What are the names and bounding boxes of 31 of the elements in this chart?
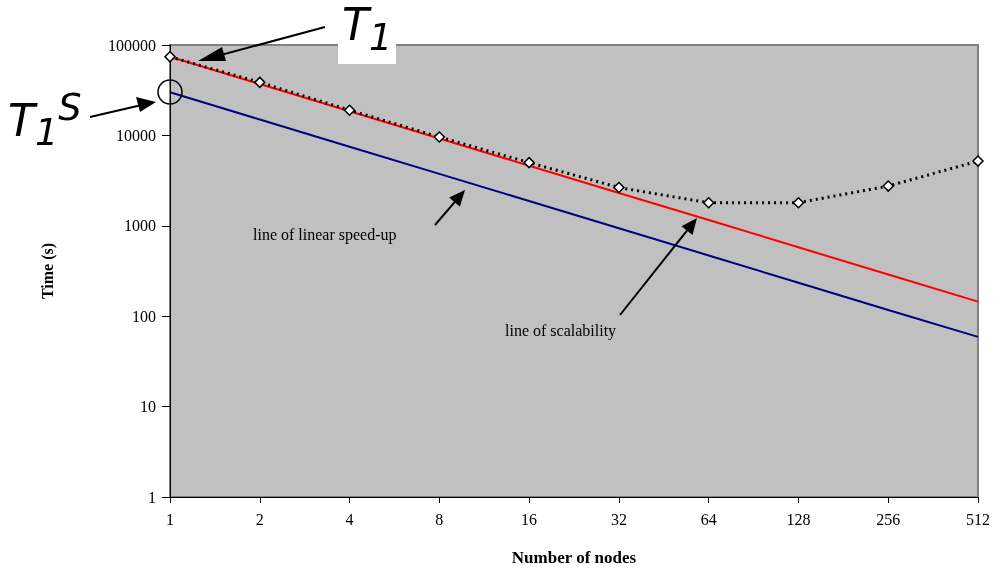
x-tick-label: 512 <box>966 510 990 528</box>
point <box>433 131 446 143</box>
point <box>613 181 625 194</box>
x-tick-label: 128 <box>786 510 811 528</box>
point <box>702 196 715 209</box>
y-tick-label: 1000 <box>124 217 156 235</box>
x-tick-label: 1 <box>166 510 174 528</box>
annotation: T$_{1}$ <box>338 0 397 64</box>
x-tick-label: 32 <box>610 510 627 528</box>
x-tick-label: 4 <box>345 510 354 528</box>
point <box>972 155 984 167</box>
point <box>164 51 176 63</box>
y-axis-title: Time (s) <box>38 242 57 300</box>
annotation: line of linear speed-up <box>253 226 397 244</box>
y-tick-label: 100 <box>132 307 156 325</box>
point <box>882 180 894 192</box>
point <box>254 76 266 89</box>
x-axis-title: Number of nodes <box>511 548 637 567</box>
x-tick-label: 8 <box>435 510 444 528</box>
y-tick-label: 100000 <box>108 36 156 54</box>
x-tick-label: 256 <box>876 510 901 528</box>
x-tick-label: 2 <box>255 510 264 528</box>
y-tick-label: 1 <box>148 488 156 506</box>
y-tick-label: 10 <box>140 398 156 416</box>
annotation: line of scalability <box>505 322 617 340</box>
point <box>343 104 356 116</box>
point <box>523 156 535 169</box>
point <box>792 196 805 209</box>
x-tick-label: 64 <box>700 510 717 528</box>
x-tick-label: 16 <box>521 510 538 528</box>
y-tick-label: 10000 <box>116 126 156 144</box>
